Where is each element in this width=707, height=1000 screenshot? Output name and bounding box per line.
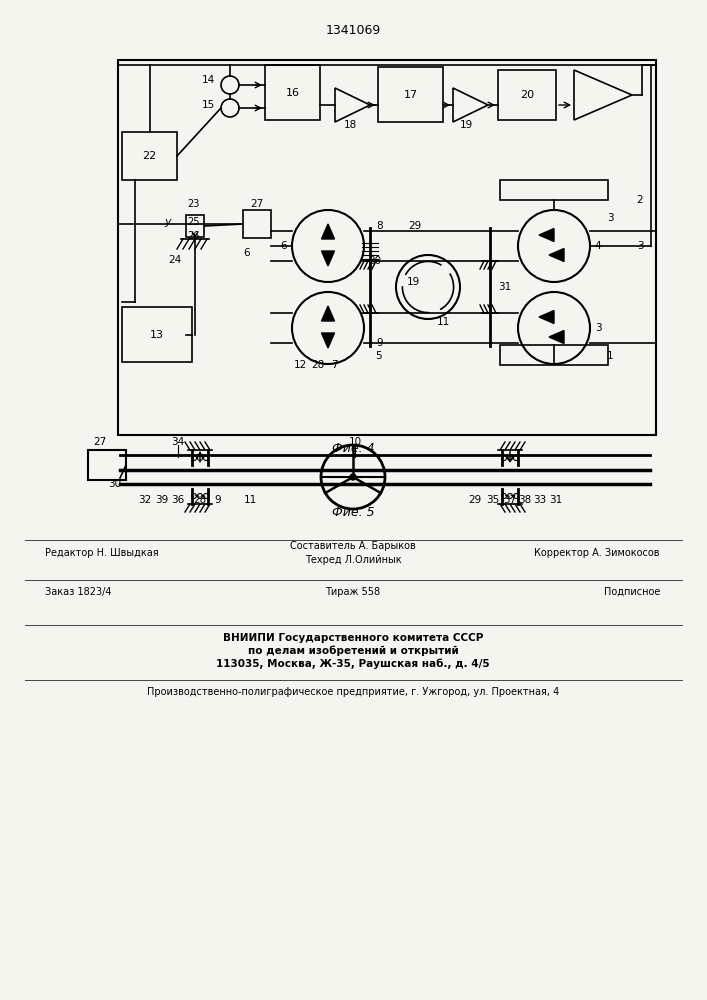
Text: 12: 12	[293, 360, 307, 370]
Text: 19: 19	[460, 120, 472, 130]
Text: Заказ 1823/4: Заказ 1823/4	[45, 587, 112, 597]
Polygon shape	[322, 333, 334, 348]
Text: 19: 19	[407, 277, 420, 287]
Text: 27: 27	[93, 437, 107, 447]
Polygon shape	[322, 251, 334, 266]
Text: по делам изобретений и открытий: по делам изобретений и открытий	[247, 646, 458, 656]
Circle shape	[350, 474, 356, 480]
Bar	[498, 70, 556, 120]
Bar	[118, 60, 656, 435]
Text: 24: 24	[168, 255, 182, 265]
Text: 27: 27	[250, 199, 264, 209]
Text: 29: 29	[409, 221, 421, 231]
Text: Подписное: Подписное	[604, 587, 660, 597]
Text: 14: 14	[201, 75, 215, 85]
Text: 20: 20	[520, 90, 534, 100]
Bar	[265, 65, 320, 120]
Text: 9: 9	[377, 338, 383, 348]
Text: ВНИИПИ Государственного комитета СССР: ВНИИПИ Государственного комитета СССР	[223, 633, 483, 643]
Bar	[500, 345, 608, 365]
Polygon shape	[549, 330, 564, 344]
Text: 31: 31	[549, 495, 563, 505]
Text: 30: 30	[368, 256, 382, 266]
Text: 36: 36	[171, 495, 185, 505]
Bar	[186, 215, 204, 237]
Text: 16: 16	[286, 88, 300, 98]
Text: 9: 9	[215, 495, 221, 505]
Text: 31: 31	[498, 282, 512, 292]
Text: 11: 11	[436, 317, 450, 327]
Text: 34: 34	[171, 437, 185, 447]
Text: 1341069: 1341069	[325, 23, 380, 36]
Text: 39: 39	[156, 495, 169, 505]
Text: 17: 17	[404, 90, 418, 100]
Text: 5: 5	[375, 351, 381, 361]
Text: Редактор Н. Швыдкая: Редактор Н. Швыдкая	[45, 548, 158, 558]
Text: 38: 38	[518, 495, 532, 505]
Text: Техред Л.Олийнык: Техред Л.Олийнык	[305, 555, 402, 565]
Text: Фие. 5: Фие. 5	[332, 506, 374, 518]
Bar	[378, 67, 443, 122]
Text: 6: 6	[244, 248, 250, 258]
Text: 7: 7	[331, 360, 337, 370]
Text: 8: 8	[377, 221, 383, 231]
Bar	[243, 210, 271, 238]
Text: 29: 29	[468, 495, 481, 505]
Text: Тираж 558: Тираж 558	[325, 587, 380, 597]
Polygon shape	[322, 306, 334, 321]
Bar	[122, 307, 192, 362]
Text: 28: 28	[194, 495, 206, 505]
Polygon shape	[549, 248, 564, 261]
Text: 26: 26	[187, 231, 199, 241]
Text: 35: 35	[486, 495, 500, 505]
Text: 1: 1	[607, 351, 613, 361]
Text: 13: 13	[150, 330, 164, 340]
Text: 4: 4	[595, 241, 602, 251]
Text: Составитель А. Барыков: Составитель А. Барыков	[290, 541, 416, 551]
Bar	[88, 450, 126, 480]
Text: 2: 2	[637, 195, 643, 205]
Text: 25: 25	[187, 217, 199, 227]
Text: 10: 10	[349, 437, 361, 447]
Text: 15: 15	[201, 100, 215, 110]
Text: 3: 3	[595, 323, 602, 333]
Bar	[122, 132, 177, 180]
Bar	[500, 180, 608, 200]
Text: 30: 30	[108, 479, 122, 489]
Text: 18: 18	[344, 120, 356, 130]
Polygon shape	[539, 310, 554, 324]
Text: Корректор А. Зимокосов: Корректор А. Зимокосов	[534, 548, 660, 558]
Text: Фие. 4: Фие. 4	[332, 442, 374, 454]
Text: у: у	[165, 217, 171, 227]
Polygon shape	[322, 224, 334, 239]
Text: 3: 3	[637, 241, 643, 251]
Text: 22: 22	[142, 151, 157, 161]
Polygon shape	[539, 229, 554, 241]
Text: 113035, Москва, Ж-35, Раушская наб., д. 4/5: 113035, Москва, Ж-35, Раушская наб., д. …	[216, 659, 490, 669]
Text: 28: 28	[311, 360, 325, 370]
Text: 33: 33	[533, 495, 547, 505]
Text: 23: 23	[187, 199, 199, 209]
Text: 11: 11	[243, 495, 257, 505]
Text: 32: 32	[139, 495, 151, 505]
Text: 37: 37	[503, 495, 517, 505]
Text: Производственно-полиграфическое предприятие, г. Ужгород, ул. Проектная, 4: Производственно-полиграфическое предприя…	[147, 687, 559, 697]
Text: 3: 3	[607, 213, 613, 223]
Text: 6: 6	[281, 241, 287, 251]
